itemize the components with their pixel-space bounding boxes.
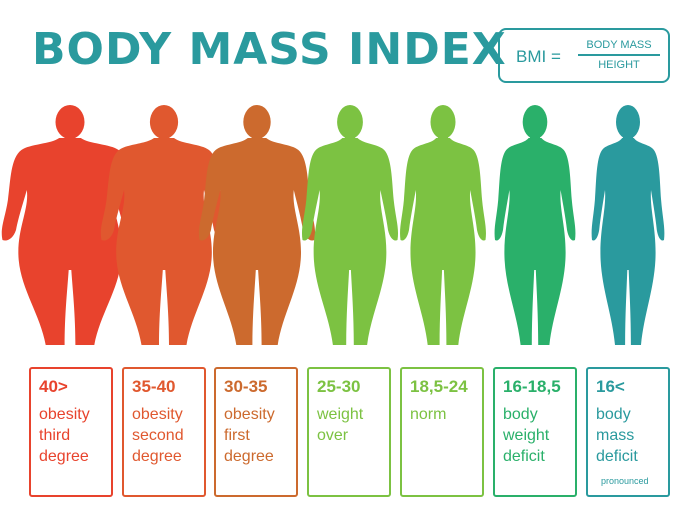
- formula-lhs: BMI =: [516, 47, 561, 66]
- silhouette-head: [522, 105, 548, 139]
- bmi-description: obesity first degree: [224, 404, 288, 467]
- silhouette-head: [149, 105, 179, 139]
- body-silhouette-normal: [400, 105, 486, 345]
- description-line: obesity: [224, 406, 275, 423]
- body-silhouettes-svg: [1, 105, 665, 345]
- bmi-range: 35-40: [132, 377, 176, 396]
- description-line: deficit: [596, 448, 638, 465]
- formula-denominator: HEIGHT: [598, 58, 640, 71]
- body-silhouette-obese-3: [1, 105, 139, 345]
- bmi-range: 16-18,5: [503, 377, 561, 396]
- description-line: degree: [39, 448, 89, 465]
- body-silhouettes: [0, 100, 700, 355]
- bmi-range: 30-35: [224, 377, 268, 396]
- formula-fraction: BODY MASS HEIGHT: [578, 38, 660, 72]
- page-title: BODY MASS INDEX: [32, 24, 507, 75]
- silhouette-head: [243, 105, 271, 139]
- body-silhouette-underweight: [494, 105, 576, 345]
- bmi-description: norm: [410, 404, 474, 425]
- bmi-category-card: 18,5-24 norm: [400, 367, 484, 497]
- description-line: mass: [596, 427, 635, 444]
- bmi-formula-box: BMI = BODY MASS HEIGHT: [498, 28, 670, 83]
- bmi-category-card: 40> obesity third degree: [29, 367, 113, 497]
- silhouette-body: [1, 138, 139, 345]
- silhouette-body: [301, 138, 399, 345]
- body-silhouette-obese-1: [198, 105, 316, 345]
- bmi-range: 25-30: [317, 377, 361, 396]
- silhouette-body: [198, 138, 316, 345]
- bmi-range: 40>: [39, 377, 68, 396]
- silhouette-body: [400, 138, 486, 345]
- bmi-description: body weight deficit: [503, 404, 567, 467]
- bmi-category-card: 16< body mass deficit: [586, 367, 670, 497]
- silhouette-head: [616, 105, 640, 139]
- description-line: degree: [132, 448, 182, 465]
- description-line: over: [317, 427, 349, 444]
- footnote: pronounced: [601, 476, 649, 486]
- bmi-range: 16<: [596, 377, 625, 396]
- bmi-description: obesity second degree: [132, 404, 196, 467]
- description-line: first: [224, 427, 250, 444]
- description-line: third: [39, 427, 71, 444]
- bmi-range: 18,5-24: [410, 377, 468, 396]
- description-line: obesity: [39, 406, 90, 423]
- bmi-category-card: 30-35 obesity first degree: [214, 367, 298, 497]
- fraction-bar: [578, 54, 660, 56]
- body-silhouette-obese-2: [100, 105, 228, 345]
- silhouette-body: [494, 138, 576, 345]
- description-line: body: [596, 406, 631, 423]
- bmi-description: weight over: [317, 404, 381, 446]
- bmi-category-card: 16-18,5 body weight deficit: [493, 367, 577, 497]
- description-line: deficit: [503, 448, 545, 465]
- body-silhouette-overweight: [301, 105, 399, 345]
- formula-numerator: BODY MASS: [586, 39, 652, 51]
- bmi-category-card: 35-40 obesity second degree: [122, 367, 206, 497]
- body-silhouette-severe-underweight: [591, 105, 665, 345]
- description-line: weight: [317, 406, 364, 423]
- description-line: degree: [224, 448, 274, 465]
- description-line: obesity: [132, 406, 183, 423]
- bmi-category-card: 25-30 weight over: [307, 367, 391, 497]
- silhouette-head: [55, 105, 85, 139]
- silhouette-body: [591, 138, 665, 345]
- silhouette-head: [430, 105, 456, 139]
- silhouette-head: [337, 105, 363, 139]
- description-line: norm: [410, 406, 447, 423]
- bmi-description: body mass deficit: [596, 404, 660, 467]
- description-line: second: [132, 427, 184, 444]
- bmi-description: obesity third degree: [39, 404, 103, 467]
- silhouette-body: [100, 138, 228, 345]
- description-line: body: [503, 406, 538, 423]
- description-line: weight: [503, 427, 550, 444]
